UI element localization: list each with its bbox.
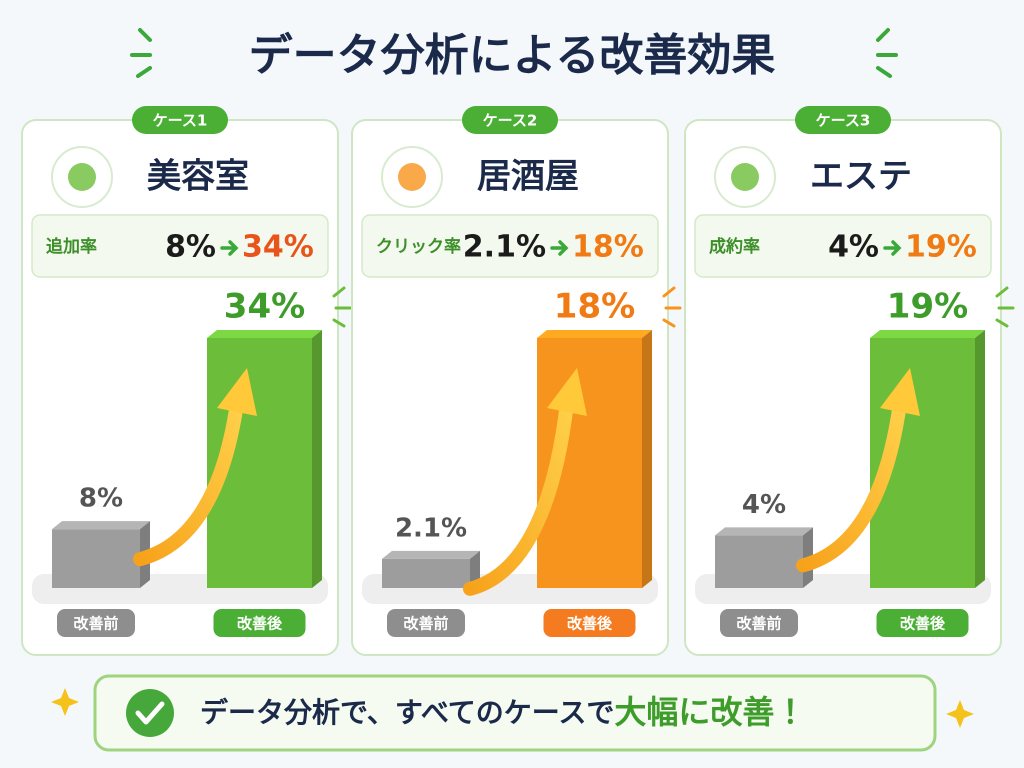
trend-arrow xyxy=(133,396,244,567)
metric-box xyxy=(361,214,659,278)
trend-arrow xyxy=(796,396,907,573)
metric-label: 追加率 xyxy=(46,236,97,257)
bar-top xyxy=(52,521,150,530)
card-title: エステ xyxy=(810,157,912,197)
bar-side xyxy=(642,330,652,588)
value-label: 4% xyxy=(742,490,786,520)
footer-highlight: 大幅に改善！ xyxy=(614,693,806,731)
category-pill xyxy=(720,609,798,637)
bar xyxy=(715,535,803,588)
category-pill xyxy=(387,609,465,637)
value-label: 2.1% xyxy=(395,513,467,543)
icon xyxy=(68,163,96,191)
check-mark xyxy=(135,701,165,725)
bar-top xyxy=(870,330,985,338)
bar xyxy=(52,529,140,588)
trend-arrow-head xyxy=(547,368,587,416)
value-label: 34% xyxy=(224,287,305,327)
metric-arrow xyxy=(550,240,569,256)
metric-arrow xyxy=(883,240,902,256)
category-pill xyxy=(57,609,135,637)
category-pill xyxy=(876,609,969,637)
bar-side xyxy=(470,550,480,588)
page-title: データ分析による改善効果 xyxy=(249,30,776,81)
value-label: 19% xyxy=(887,287,968,327)
badge-text: ケース3 xyxy=(816,112,871,130)
metric-after: 19% xyxy=(905,230,977,265)
badge xyxy=(462,106,558,134)
value-label: 8% xyxy=(79,484,123,514)
badge xyxy=(132,106,228,134)
metric-arrow xyxy=(220,240,239,256)
sparkle-lines xyxy=(662,286,682,328)
badge-text: ケース2 xyxy=(483,112,538,130)
category-label: 改善後 xyxy=(237,615,283,633)
metric-before: 4% xyxy=(828,230,879,265)
sparkle-lines xyxy=(995,286,1015,328)
trend-arrow-head xyxy=(217,368,257,416)
metric-label: 成約率 xyxy=(709,236,760,257)
footer-box xyxy=(93,674,937,752)
badge-text: ケース1 xyxy=(153,112,208,130)
bar-top xyxy=(207,330,322,338)
icon xyxy=(398,163,426,191)
category-label: 改善前 xyxy=(73,615,118,633)
trend-arrow xyxy=(463,396,574,596)
check-icon xyxy=(126,689,174,737)
metric-box xyxy=(31,214,329,278)
title-deco xyxy=(130,28,898,78)
bar-side xyxy=(312,330,322,588)
sparkles xyxy=(51,688,974,728)
icon xyxy=(731,163,759,191)
metric-after: 34% xyxy=(242,230,314,265)
metric-after: 18% xyxy=(572,230,644,265)
metric-before: 8% xyxy=(165,230,216,265)
bar xyxy=(382,558,470,588)
bar-side xyxy=(975,330,985,588)
metric-box xyxy=(694,214,992,278)
sparkle-lines xyxy=(332,286,352,328)
category-label: 改善後 xyxy=(567,615,613,633)
card-title: 美容室 xyxy=(147,157,249,197)
trend-arrow-head xyxy=(880,368,920,416)
metric-before: 2.1% xyxy=(463,230,546,265)
footer-main: データ分析で、すべてのケースで xyxy=(200,696,614,729)
category-pill xyxy=(543,609,636,637)
category-label: 改善後 xyxy=(900,615,946,633)
bar-top xyxy=(537,330,652,338)
metric-label: クリック率 xyxy=(376,236,461,257)
category-label: 改善前 xyxy=(736,615,781,633)
bar-top xyxy=(382,550,480,559)
badge xyxy=(795,106,891,134)
bar-top xyxy=(715,527,813,536)
category-pill xyxy=(213,609,306,637)
value-label: 18% xyxy=(554,287,635,327)
footer-text: データ分析で、すべてのケースで大幅に改善！ xyxy=(200,693,806,731)
category-label: 改善前 xyxy=(403,615,448,633)
card-title: 居酒屋 xyxy=(477,157,579,197)
